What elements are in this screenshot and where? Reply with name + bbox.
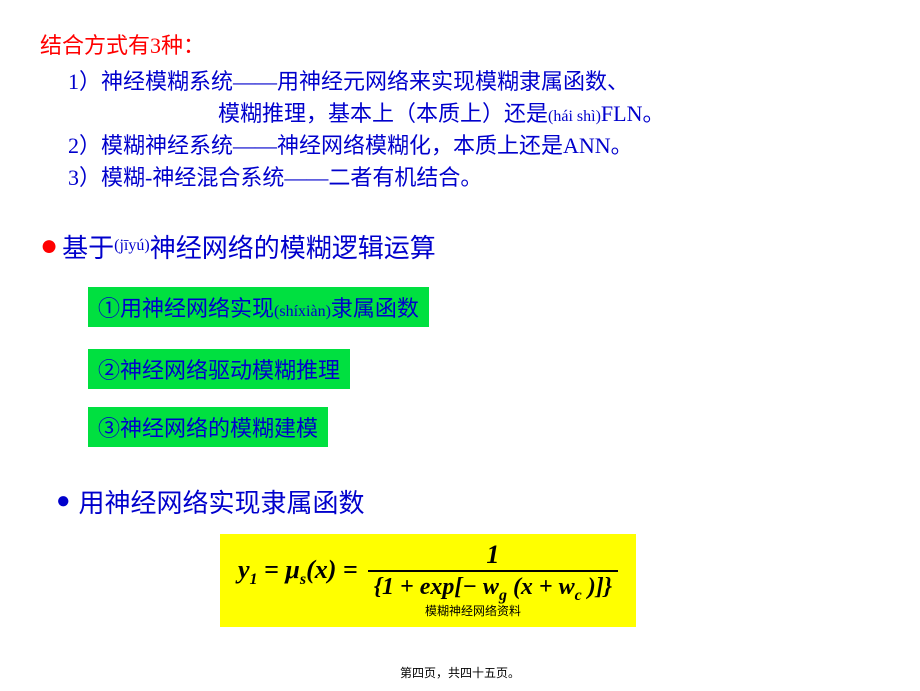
green1-post: 隶属函数 [331, 296, 419, 321]
list-item-1b-pre: 模糊推理，基本上（本质上）还是 [218, 101, 548, 126]
formula-y: y [238, 555, 250, 584]
sub-bullet-dot-icon: ● [56, 488, 71, 515]
formula-eq2: (x) = [306, 555, 358, 584]
green-box-1: ①用神经网络实现(shíxiàn)隶属函数 [88, 287, 429, 327]
page-footer: 第四页，共四十五页。 [0, 664, 920, 681]
formula-row: y1 = μs(x) = 1 {1 + exp[− wg (x + wc )]} [238, 540, 618, 605]
formula-fraction: 1 {1 + exp[− wg (x + wc )]} [368, 540, 618, 605]
green-box-2: ②神经网络驱动模糊推理 [88, 349, 350, 389]
list-item-1-line2: 模糊推理，基本上（本质上）还是(hái shì)FLN。 [68, 98, 880, 130]
list-item-1b-post: FLN。 [601, 101, 665, 126]
green1-pinyin: (shíxiàn) [274, 303, 331, 320]
green-box-3: ③神经网络的模糊建模 [88, 407, 328, 447]
den-mid: (x + w [507, 574, 575, 600]
den-end: )]} [582, 574, 612, 600]
list-item-3: 3）模糊-神经混合系统——二者有机结合。 [68, 162, 880, 194]
formula-box: y1 = μs(x) = 1 {1 + exp[− wg (x + wc )]}… [220, 534, 636, 628]
formula-denominator: {1 + exp[− wg (x + wc )]} [368, 570, 618, 605]
formula-caption: 模糊神经网络资料 [328, 602, 618, 619]
formula-y-sub: 1 [250, 571, 258, 588]
main-bullet: ● 基于(jīyú)神经网络的模糊逻辑运算 [40, 228, 880, 265]
den-c-sub: c [575, 586, 582, 603]
list-item-1b-pinyin: (hái shì) [548, 108, 601, 125]
formula-lhs: y1 = μs(x) = [238, 555, 358, 589]
sub-bullet-text: 用神经网络实现隶属函数 [79, 483, 365, 520]
list-item-2: 2）模糊神经系统——神经网络模糊化，本质上还是ANN。 [68, 130, 880, 162]
bullet-dot-icon: ● [40, 231, 58, 261]
slide-content: 结合方式有3种： 1）神经模糊系统——用神经元网络来实现模糊隶属函数、 模糊推理… [0, 0, 920, 627]
bullet-pinyin: (jīyú) [114, 237, 150, 255]
sub-bullet: ● 用神经网络实现隶属函数 [56, 483, 880, 520]
formula-eq1: = μ [258, 555, 300, 584]
combination-list: 1）神经模糊系统——用神经元网络来实现模糊隶属函数、 模糊推理，基本上（本质上）… [68, 66, 880, 194]
bullet-pre: 基于 [62, 228, 114, 265]
formula-numerator: 1 [480, 540, 505, 570]
bullet-post: 神经网络的模糊逻辑运算 [150, 228, 436, 265]
green1-pre: ①用神经网络实现 [98, 296, 274, 321]
section-title: 结合方式有3种： [40, 28, 880, 60]
list-item-1-line1: 1）神经模糊系统——用神经元网络来实现模糊隶属函数、 [68, 66, 880, 98]
den-g-sub: g [499, 586, 507, 603]
den-part1: {1 + exp[− w [374, 574, 499, 600]
